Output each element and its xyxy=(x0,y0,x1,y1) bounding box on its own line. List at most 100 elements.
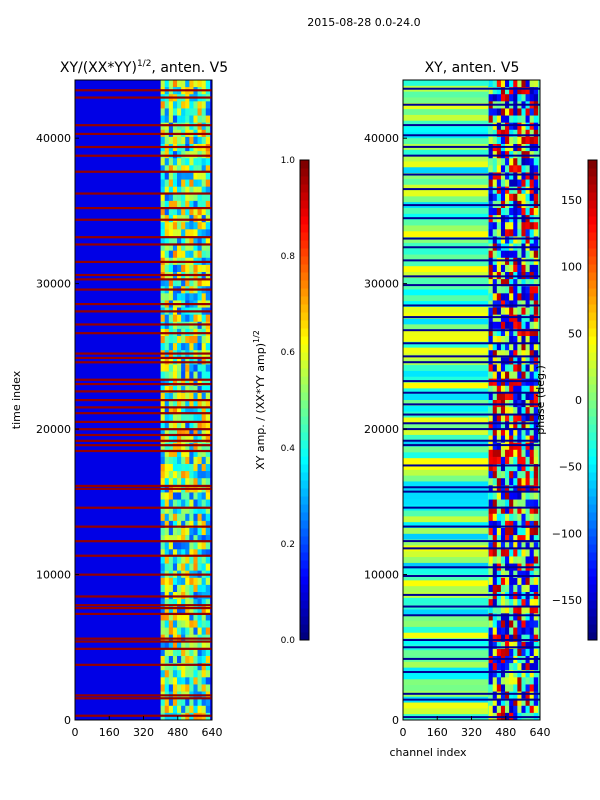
phase-cell xyxy=(492,350,498,358)
amplitude-cell xyxy=(168,471,174,479)
amplitude-cell xyxy=(164,136,170,145)
phase-cell xyxy=(517,392,522,401)
amplitude-cell xyxy=(197,549,202,557)
dark-row xyxy=(403,173,540,176)
amplitude-cell xyxy=(205,620,211,628)
phase-row-band xyxy=(403,621,488,628)
phase-cell xyxy=(496,115,502,123)
phase-cell xyxy=(505,577,510,586)
colorbar-swatch xyxy=(300,288,309,297)
amplitude-cell xyxy=(201,122,207,131)
phase-cell xyxy=(505,542,510,550)
amplitude-cell xyxy=(181,136,186,145)
phase-cell xyxy=(529,350,535,358)
phase-cell xyxy=(496,186,502,195)
amplitude-cell xyxy=(164,542,170,550)
amplitude-cell xyxy=(181,563,186,571)
colorbar-swatch xyxy=(588,328,597,337)
amplitude-cell xyxy=(168,385,174,394)
phase-cell xyxy=(521,293,526,301)
phase-cell xyxy=(496,492,502,500)
phase-cell xyxy=(496,122,502,131)
right-heatmap-plot xyxy=(403,80,540,721)
amplitude-cell xyxy=(177,435,182,443)
amplitude-cell xyxy=(172,236,178,244)
amplitude-cell xyxy=(181,471,186,479)
saturated-row xyxy=(75,412,212,415)
phase-cell xyxy=(505,115,510,123)
phase-cell xyxy=(525,222,530,230)
phase-cell xyxy=(496,677,502,685)
phase-cell xyxy=(513,549,518,557)
amplitude-cell xyxy=(193,641,198,650)
amplitude-cell xyxy=(164,677,170,685)
saturated-row xyxy=(75,323,212,326)
amplitude-cell xyxy=(205,108,211,116)
amplitude-cell xyxy=(197,520,202,529)
amplitude-cell xyxy=(189,378,194,387)
amplitude-cell xyxy=(185,407,190,415)
phase-cell xyxy=(496,634,502,643)
amplitude-cell xyxy=(177,499,182,507)
amplitude-cell xyxy=(164,407,170,415)
amplitude-cell xyxy=(189,648,194,657)
phase-cell xyxy=(496,179,502,187)
phase-cell xyxy=(509,442,514,451)
colorbar-swatch xyxy=(300,280,309,289)
amplitude-cell xyxy=(164,122,170,131)
dark-row xyxy=(403,525,540,528)
phase-cell xyxy=(525,599,530,607)
phase-cell xyxy=(505,705,510,714)
amplitude-cell xyxy=(164,186,170,195)
amplitude-cell xyxy=(205,179,211,187)
amplitude-cell xyxy=(189,193,194,202)
amplitude-cell xyxy=(201,172,207,180)
amplitude-cell xyxy=(168,392,174,401)
amplitude-cell xyxy=(164,108,170,116)
colorbar-swatch xyxy=(300,600,309,609)
phase-cell xyxy=(521,485,526,493)
colorbar-swatch xyxy=(300,488,309,497)
amplitude-cell xyxy=(181,506,186,515)
phase-cell xyxy=(488,136,494,145)
amplitude-cell xyxy=(172,392,178,401)
phase-row-band xyxy=(403,481,488,488)
amplitude-cell xyxy=(160,400,166,408)
phase-cell xyxy=(529,670,535,678)
amplitude-cell xyxy=(205,698,211,707)
right-y-tick-label: 20000 xyxy=(364,423,399,436)
colorbar-swatch xyxy=(300,576,309,585)
colorbar-swatch xyxy=(300,232,309,241)
phase-cell xyxy=(488,428,494,436)
amplitude-cell xyxy=(177,542,182,550)
amplitude-cell xyxy=(172,371,178,379)
phase-cell xyxy=(496,158,502,166)
amplitude-cell xyxy=(185,229,190,237)
phase-row-band xyxy=(403,260,488,267)
phase-cell xyxy=(492,165,498,173)
phase-cell xyxy=(529,684,535,692)
phase-cell xyxy=(488,186,494,195)
amplitude-cell xyxy=(205,542,211,550)
phase-cell xyxy=(513,129,518,138)
amplitude-cell xyxy=(193,513,198,522)
amplitude-cell xyxy=(172,648,178,657)
phase-cell xyxy=(509,620,514,628)
phase-cell xyxy=(505,136,510,145)
phase-cell xyxy=(505,478,510,486)
amplitude-cell xyxy=(160,549,166,557)
amplitude-cell xyxy=(189,584,194,593)
colorbar-swatch xyxy=(588,480,597,489)
colorbar-swatch xyxy=(300,176,309,185)
phase-cell xyxy=(513,94,518,102)
phase-cell xyxy=(533,80,539,88)
phase-cell xyxy=(533,407,539,415)
phase-cell xyxy=(488,392,494,401)
phase-row-band xyxy=(403,289,488,296)
amplitude-cell xyxy=(160,364,166,372)
phase-row-band xyxy=(403,248,488,255)
amplitude-cell xyxy=(201,620,207,628)
amplitude-cell xyxy=(201,279,207,287)
saturated-row xyxy=(75,647,212,650)
